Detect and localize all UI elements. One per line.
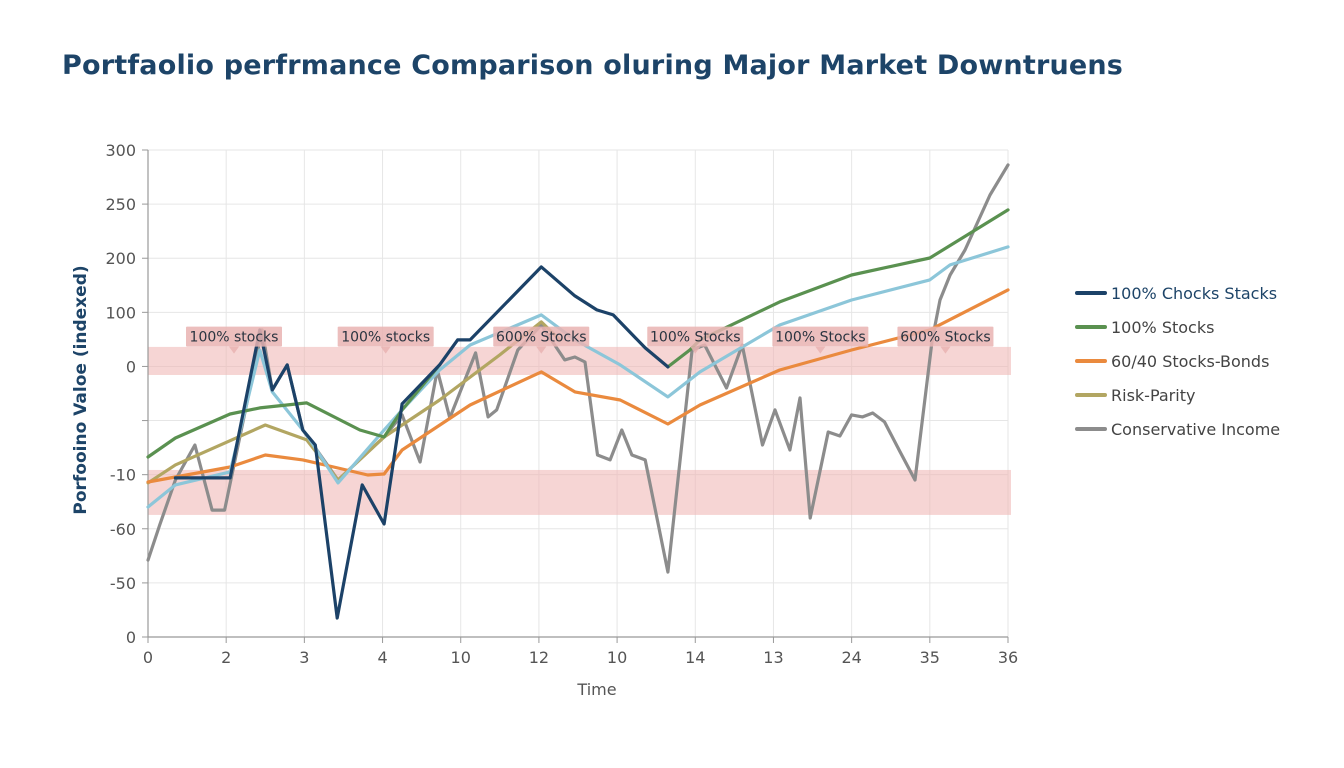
annotation-box — [647, 326, 744, 347]
legend-item: Risk-Parity — [1075, 378, 1280, 412]
annotation-text: 100% stocks — [341, 330, 430, 346]
y-tick-label: 300 — [105, 141, 136, 160]
legend-swatch — [1075, 393, 1107, 397]
annotation-pointer — [690, 346, 701, 354]
series-line — [146, 245, 1010, 509]
legend-item: 100% Chocks Stacks — [1075, 276, 1280, 310]
y-tick-label: 0 — [126, 628, 136, 647]
annotation-pointer — [815, 346, 826, 354]
series-line-100-stocks — [146, 208, 1010, 459]
series-lines — [146, 163, 1010, 620]
series-line-60-40-stocks-bonds — [146, 288, 1010, 484]
x-tick-label: 0 — [143, 648, 153, 667]
annotation-label: 100% stocks — [337, 326, 434, 354]
y-tick-label: 0 — [126, 357, 136, 376]
annotation-box — [337, 326, 434, 347]
annotation-text: 100% stocks — [190, 330, 279, 346]
x-tick-label: 3 — [299, 648, 309, 667]
legend-label: 100% Chocks Stacks — [1111, 283, 1278, 303]
x-tick-label: 14 — [685, 648, 705, 667]
x-tick-label: 36 — [998, 648, 1018, 667]
y-tick-label: -50 — [110, 574, 136, 593]
legend-swatch — [1075, 427, 1107, 431]
annotation-label: 600% Stocks — [897, 326, 994, 354]
chart-title: Portfaolio perfrmance Comparison oluring… — [62, 50, 1124, 81]
annotation-text: 100% Stocks — [775, 330, 866, 346]
legend-swatch — [1075, 359, 1107, 363]
annotation-label: 100% Stocks — [772, 326, 869, 354]
legend-label: Risk-Parity — [1111, 385, 1196, 405]
annotation-box — [772, 326, 869, 347]
axes: 0 2 3 4 10 12 10 14 13 24 35 36 0 -50 -60 -10 0 100 200 250… — [105, 141, 1018, 667]
x-tick-label: 10 — [451, 648, 471, 667]
y-tick-label: 100 — [105, 303, 136, 322]
legend-item: 100% Stocks — [1075, 310, 1280, 344]
legend: 100% Chocks Stacks 100% Stocks 60/40 Sto… — [1075, 276, 1280, 446]
annotation-label: 600% Stocks — [493, 326, 590, 354]
annotation-pointer — [380, 346, 391, 354]
x-tick-label: 10 — [607, 648, 627, 667]
annotation-box — [493, 326, 590, 347]
series-line-100-chocks-stacks — [173, 265, 670, 620]
legend-swatch — [1075, 325, 1107, 329]
legend-item: 60/40 Stocks-Bonds — [1075, 344, 1280, 378]
legend-label: Conservative Income — [1111, 419, 1281, 439]
x-tick-label: 13 — [763, 648, 783, 667]
x-tick-label: 35 — [920, 648, 940, 667]
x-tick-label: 4 — [377, 648, 387, 667]
x-tick-label: 12 — [529, 648, 549, 667]
annotation-text: 100% Stocks — [650, 330, 741, 346]
legend-label: 100% Stocks — [1111, 317, 1215, 337]
annotation-text: 600% Stocks — [900, 330, 991, 346]
y-tick-label: -60 — [110, 520, 136, 539]
x-tick-label: 2 — [221, 648, 231, 667]
y-tick-label: 200 — [105, 249, 136, 268]
x-tick-label: 24 — [841, 648, 861, 667]
grid — [147, 149, 1009, 638]
annotation-pointer — [229, 346, 239, 354]
y-tick-label: -10 — [110, 466, 136, 485]
annotation-pointer — [536, 346, 547, 354]
y-tick-label: 250 — [105, 195, 136, 214]
shaded-band — [148, 469, 1011, 515]
legend-label: 60/40 Stocks-Bonds — [1111, 351, 1270, 371]
x-axis-label: Time — [576, 680, 616, 699]
y-axis-label: Porfooino Valoe (indexed) — [71, 265, 91, 514]
annotation-pointer — [940, 346, 951, 354]
annotations: 100% stocks 100% stocks 600% Stocks 100% St… — [186, 326, 994, 354]
annotation-box — [186, 326, 282, 347]
legend-item: Conservative Income — [1075, 412, 1280, 446]
annotation-label: 100% stocks — [186, 326, 282, 354]
annotation-text: 600% Stocks — [496, 330, 587, 346]
annotation-box — [897, 326, 994, 347]
annotation-label: 100% Stocks — [647, 326, 744, 354]
legend-swatch — [1075, 291, 1107, 295]
